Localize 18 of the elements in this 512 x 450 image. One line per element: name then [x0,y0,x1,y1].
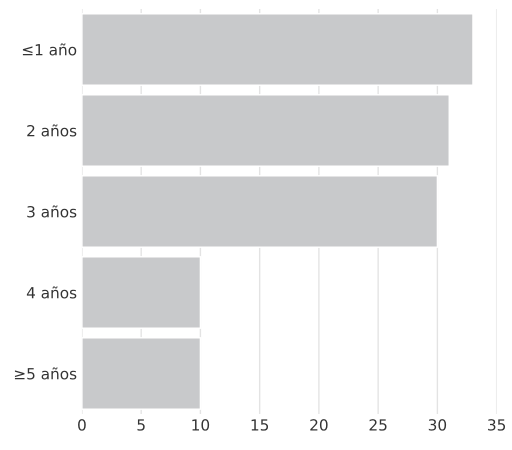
y-tick-label: 4 años [26,286,76,299]
bar [82,94,450,167]
y-tick-label: ≥5 años [14,367,76,380]
x-tick-label: 20 [310,419,328,431]
bar [82,175,438,248]
bar [82,256,202,329]
x-tick-label: 15 [252,419,268,431]
x-tick-label: 5 [137,419,145,431]
y-tick-label: 2 años [27,124,76,137]
y-tick-label: 3 años [27,205,76,218]
bar [82,13,474,86]
x-tick-label: 0 [78,419,86,431]
bar [82,337,202,410]
x-tick-label: 25 [370,419,387,431]
x-tick-label: 30 [428,419,446,431]
x-tick-label: 35 [488,419,506,431]
x-tick-label: 10 [192,419,210,431]
y-tick-label: ≤1 año [22,43,76,56]
